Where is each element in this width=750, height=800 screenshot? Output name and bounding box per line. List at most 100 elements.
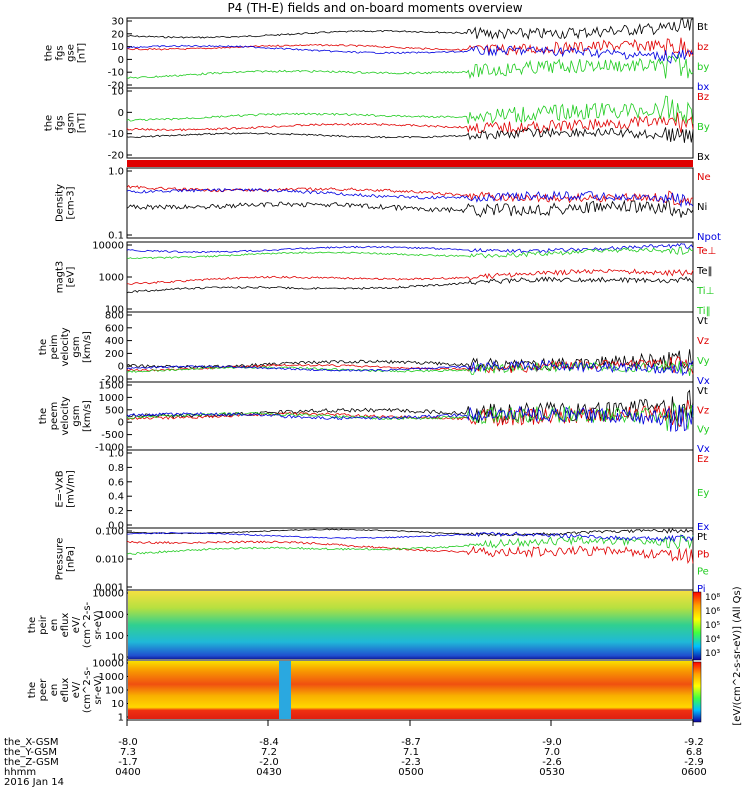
y-axis-label: en (49, 619, 60, 632)
y-axis-label: sr-eV) (93, 610, 104, 639)
y-tick-label: 10 (111, 42, 124, 53)
y-tick-label: 1000 (99, 393, 124, 404)
legend-entry: Vt (697, 316, 708, 327)
y-tick-label: 1000 (99, 672, 124, 683)
data-gap (279, 661, 291, 719)
y-axis-label: magt3 (55, 261, 66, 294)
legend-entry: Bz (697, 92, 709, 103)
y-tick-label: 100 (105, 305, 124, 316)
y-axis-label: [cm-3] (66, 186, 77, 219)
legend-entry: Ez (697, 454, 709, 465)
y-axis-label: the (27, 682, 38, 698)
footer-value: 0400 (115, 767, 141, 778)
series-Ni (126, 198, 694, 218)
y-tick-label: -500 (101, 430, 124, 441)
y-tick-label: 0.6 (108, 477, 124, 488)
footer-value: -2.3 (401, 757, 421, 768)
y-tick-label: 10 (111, 87, 124, 98)
y-axis-label: eV/ (71, 681, 82, 698)
legend-entry: Vz (697, 336, 709, 347)
footer-value: 6.8 (686, 747, 702, 758)
y-tick-label: 10000 (92, 659, 124, 670)
y-tick-label: 600 (105, 323, 124, 334)
y-tick-label: 0 (118, 418, 124, 429)
y-tick-label: 1.0 (108, 167, 124, 178)
legend-entry: Vy (697, 356, 710, 367)
y-axis-label: [nT] (77, 113, 88, 133)
y-axis-label: [nT] (77, 43, 88, 63)
legend-entry: Te‖ (696, 266, 713, 277)
y-tick-label: 1000 (99, 273, 124, 284)
y-tick-label: 0.4 (108, 492, 124, 503)
peer-spectrogram (128, 661, 692, 719)
legend-entry: Pb (697, 549, 709, 560)
panel-frame (126, 527, 694, 591)
y-tick-label: 0.010 (95, 555, 124, 566)
y-axis-label: [eV] (66, 267, 77, 288)
y-tick-label: 10 (111, 653, 124, 664)
legend-entry: bx (697, 82, 709, 93)
series-bx (126, 44, 694, 64)
y-tick-label: 0.001 (95, 583, 124, 594)
footer-value: -2.9 (684, 757, 704, 768)
legend-entry: By (697, 122, 710, 133)
legend-entry: Vx (697, 376, 710, 387)
y-axis-label: velocity (60, 396, 71, 435)
y-tick-label: -200 (101, 375, 124, 386)
footer-value: 0600 (681, 767, 707, 778)
y-tick-label: 0 (118, 55, 124, 66)
series-Pb (126, 540, 694, 564)
y-axis-label: the (44, 45, 55, 61)
footer-value: -8.0 (118, 737, 138, 748)
chart-title: P4 (TH-E) fields and on-board moments ov… (227, 1, 523, 15)
y-axis-label: gse (66, 44, 77, 62)
colorbar-tick-label: 10⁸ (705, 593, 720, 603)
series-Pi (127, 531, 694, 543)
series-Vx-peim (126, 359, 694, 377)
y-tick-label: 200 (105, 349, 124, 360)
footer-value: -9.2 (684, 737, 704, 748)
footer-value: -1.7 (118, 757, 138, 768)
y-axis-label: the (38, 408, 49, 424)
y-tick-label: 0.1 (108, 231, 124, 242)
footer-row-label: the_X-GSM (4, 737, 59, 748)
y-tick-label: 1.0 (108, 449, 124, 460)
y-axis-label: eV/ (71, 616, 82, 633)
colorbar-tick-label: 10⁴ (705, 635, 720, 645)
series-Npot (126, 188, 694, 208)
y-tick-label: 0.2 (108, 506, 124, 517)
panel-density: 1.0 0.1 Density [cm-3] Ne Ni Npot (55, 167, 721, 244)
legend-entry: Ey (697, 488, 709, 499)
legend-entry: Ni (697, 202, 707, 213)
y-axis-label: peer (38, 678, 49, 702)
series-bz (126, 37, 694, 57)
series-Bx (126, 127, 694, 143)
series-Bt (126, 18, 694, 40)
colorbar-peir (692, 591, 702, 661)
colorbar-label: [eV/(cm^2-s-sr-eV)] (All Qs) (732, 586, 743, 725)
y-axis-label: (cm^2-s- (82, 666, 93, 713)
status-bar (127, 160, 693, 167)
y-tick-label: 400 (105, 336, 124, 347)
panel-frame (126, 449, 694, 529)
y-tick-label: 10000 (92, 589, 124, 600)
series-Pe (126, 533, 694, 555)
y-axis-label: gsm (71, 405, 82, 426)
series-Ti-par (126, 246, 694, 260)
y-tick-label: 100 (105, 631, 124, 642)
y-tick-label: 1500 (99, 381, 124, 392)
y-tick-label: 30 (111, 17, 124, 28)
y-axis-label: eflux (60, 613, 71, 638)
y-tick-label: 10000 (92, 241, 124, 252)
y-axis-label: fgs (55, 115, 66, 130)
y-tick-label: 20 (111, 29, 124, 40)
footer-value: -2.0 (259, 757, 279, 768)
footer-row: the_X-GSM -8.0 -8.4 -8.7 -9.0 -9.2 (4, 737, 704, 748)
y-axis-label: [mV/m] (66, 470, 77, 508)
footer-value: -8.7 (401, 737, 421, 748)
legend-entry: Npot (697, 232, 721, 243)
legend-entry: Pe (697, 567, 709, 578)
